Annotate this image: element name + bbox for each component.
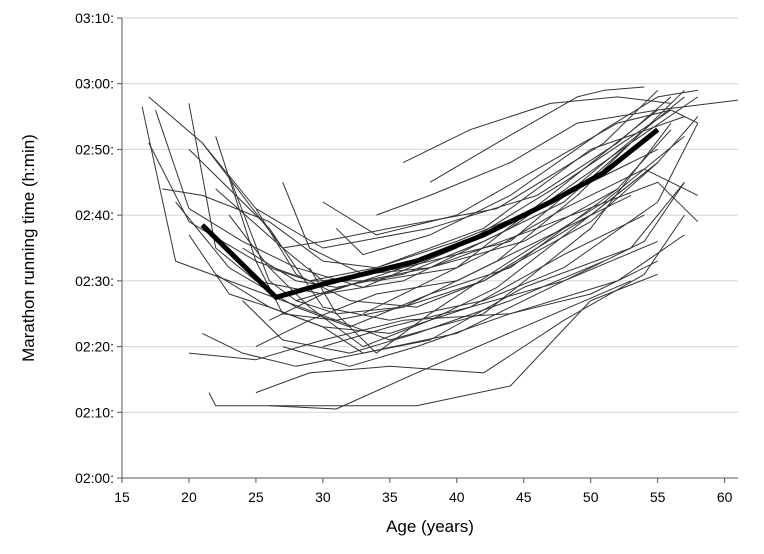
y-tick-label: 02:20: bbox=[75, 339, 114, 355]
x-tick-label: 40 bbox=[449, 489, 465, 505]
individual-runner-line bbox=[335, 89, 698, 256]
y-tick-label: 03:10: bbox=[75, 10, 114, 26]
x-tick-label: 20 bbox=[181, 489, 197, 505]
y-axis-title: Marathon running time (h:min) bbox=[19, 134, 38, 362]
individual-runner-line bbox=[255, 116, 699, 308]
individual-runner-line bbox=[242, 260, 605, 354]
individual-runner-line bbox=[188, 214, 645, 334]
individual-runner-line bbox=[188, 96, 699, 295]
y-tick-label: 02:00: bbox=[75, 470, 114, 486]
individual-runner-line bbox=[282, 260, 658, 367]
individual-runner-line bbox=[255, 214, 685, 394]
x-tick-label: 15 bbox=[114, 489, 130, 505]
x-tick-label: 30 bbox=[315, 489, 331, 505]
individual-runner-line bbox=[362, 168, 699, 315]
individual-runner-line bbox=[309, 135, 685, 354]
individual-runner-line bbox=[282, 129, 672, 275]
x-axis-title: Age (years) bbox=[386, 517, 474, 536]
individual-runner-line bbox=[215, 181, 685, 354]
individual-runner-line bbox=[429, 86, 645, 183]
individual-runner-line bbox=[295, 89, 685, 315]
individual-runner-line bbox=[228, 175, 699, 302]
individual-runner-line bbox=[402, 96, 672, 164]
x-tick-label: 45 bbox=[516, 489, 532, 505]
y-tick-label: 02:30: bbox=[75, 273, 114, 289]
gridlines bbox=[122, 17, 738, 413]
individual-runner-line bbox=[322, 182, 685, 348]
individual-runner-line bbox=[215, 89, 659, 249]
x-tick-label: 35 bbox=[382, 489, 398, 505]
x-tick-label: 55 bbox=[650, 489, 666, 505]
individual-runner-line bbox=[376, 99, 739, 216]
individual-runner-line bbox=[215, 136, 659, 321]
individual-runner-line bbox=[269, 280, 632, 410]
individual-runner-line bbox=[208, 273, 658, 407]
y-tick-label: 02:40: bbox=[75, 207, 114, 223]
y-axis-ticks: 02:00: 02:10: 02:20: 02:30: 02:40: 02:50: 03:0… bbox=[75, 10, 122, 486]
individual-runner-line bbox=[155, 109, 672, 288]
individual-runner-line bbox=[322, 109, 699, 236]
y-tick-label: 03:00: bbox=[75, 76, 114, 92]
x-tick-label: 50 bbox=[583, 489, 599, 505]
individual-runner-line bbox=[188, 122, 699, 321]
y-tick-label: 02:10: bbox=[75, 404, 114, 420]
trend-line bbox=[200, 127, 660, 300]
individual-runner-line bbox=[242, 142, 632, 288]
x-tick-label: 25 bbox=[248, 489, 264, 505]
x-axis-ticks: 15 20 25 30 35 40 45 50 55 60 bbox=[114, 478, 733, 505]
y-tick-label: 02:50: bbox=[75, 141, 114, 157]
x-tick-label: 60 bbox=[717, 489, 733, 505]
individual-runner-line bbox=[202, 240, 658, 367]
